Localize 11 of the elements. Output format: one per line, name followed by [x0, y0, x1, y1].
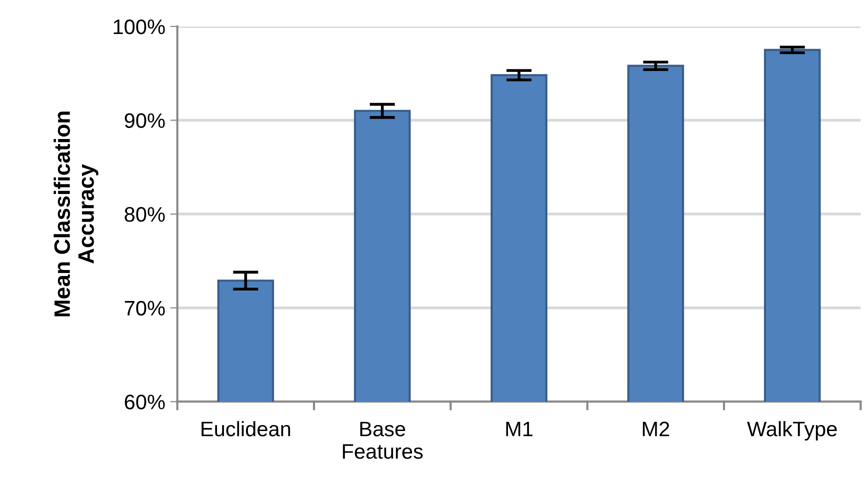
- x-tick-label: WalkType: [747, 421, 837, 440]
- x-tick-label: M2: [642, 422, 670, 436]
- y-tick-label: 100%: [114, 19, 165, 34]
- y-tick-label: 70%: [124, 300, 165, 316]
- x-tick-label: Euclidean: [202, 421, 290, 436]
- y-axis-title: Mean Classification Accuracy: [54, 112, 98, 316]
- y-tick-label: 90%: [124, 113, 165, 128]
- y-tick-label: 60%: [124, 394, 165, 410]
- x-tick-label: M1: [506, 422, 532, 436]
- x-tick-label: Base Features: [342, 422, 423, 459]
- y-tick-label: 80%: [124, 207, 165, 222]
